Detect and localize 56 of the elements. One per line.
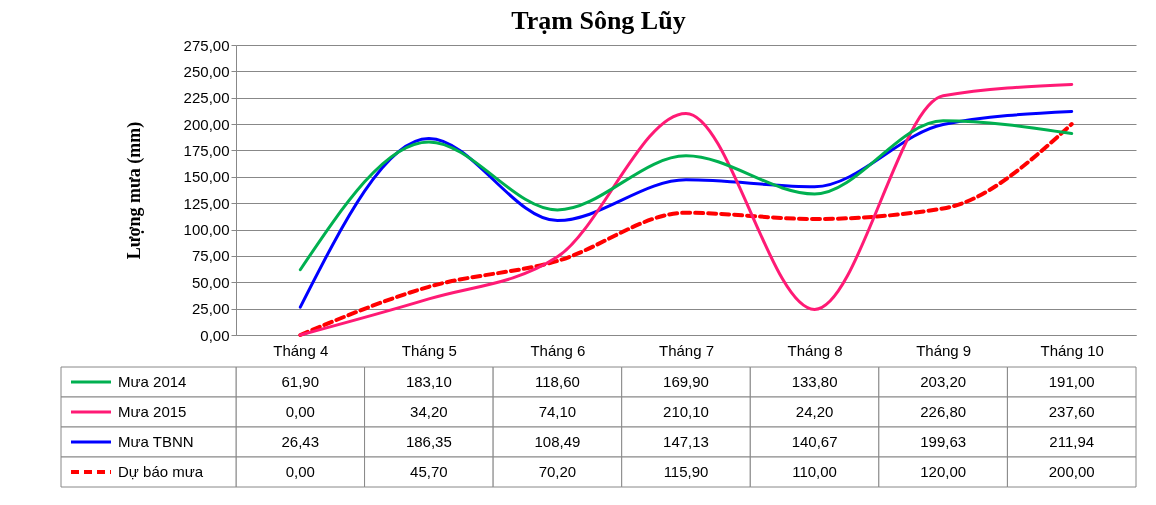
data-label: 34,20 [410,403,448,420]
data-label: 200,00 [1048,463,1095,480]
y-tick-label: 250,00 [183,62,230,80]
data-label: 115,90 [663,463,709,480]
legend-label: Dự báo mưa [118,463,204,480]
y-tick-label: 125,00 [183,194,230,212]
data-label: 147,13 [663,433,709,450]
y-tick-label: 150,00 [183,168,230,186]
x-tick-label: Tháng 4 [273,341,329,359]
data-label: 61,90 [281,373,320,390]
data-label: 118,60 [535,373,580,390]
data-label: 70,20 [538,463,577,480]
legend-label: Mưa 2015 [118,403,187,420]
data-label: 203,20 [920,373,967,390]
y-tick-label: 175,00 [183,141,230,159]
legend-label: Mưa TBNN [118,433,194,450]
x-tick-label: Tháng 6 [530,341,586,359]
line-series [298,82,1074,337]
x-tick-label: Tháng 10 [1040,341,1104,359]
y-tick-label: 225,00 [183,89,230,107]
x-tick-label: Tháng 5 [401,341,457,359]
data-label: 74,10 [538,403,577,420]
data-label: 120,00 [920,463,967,480]
data-label: 226,80 [920,403,967,420]
data-label: 0,00 [285,403,315,420]
data-label: 140,67 [791,433,838,450]
y-tick-label: 25,00 [191,300,230,318]
line-series [298,119,1074,272]
legend-label: Mưa 2014 [118,373,187,390]
data-label: 210,10 [663,403,709,420]
data-label: 26,43 [281,433,320,450]
y-tick-label: 200,00 [183,115,230,133]
data-label: 0,00 [285,463,315,480]
data-label: 186,35 [405,433,452,450]
x-tick-label: Tháng 7 [658,341,715,359]
data-label: 108,49 [534,433,581,450]
data-label: 237,60 [1048,403,1095,420]
data-label: 133,80 [791,373,838,390]
chart-title: Trạm Sông Lũy [511,6,686,35]
x-tick-label: Tháng 8 [787,341,843,359]
y-axis-title: Lượng mưa (mm) [123,121,145,260]
data-label: 45,70 [410,463,448,480]
y-tick-label: 75,00 [191,247,230,265]
y-tick-label: 100,00 [183,221,230,239]
x-tick-label: Tháng 9 [916,341,972,359]
data-label: 169,90 [663,373,709,390]
data-label: 24,20 [795,403,834,420]
line-series [298,122,1074,337]
data-label: 199,63 [920,433,967,450]
data-label: 191,00 [1048,373,1095,390]
y-tick-label: 275,00 [183,36,230,54]
data-label: 211,94 [1049,433,1095,450]
data-label: 110,00 [792,463,837,480]
y-tick-label: 50,00 [191,273,230,291]
data-label: 183,10 [405,373,452,390]
y-tick-label: 0,00 [200,326,230,344]
